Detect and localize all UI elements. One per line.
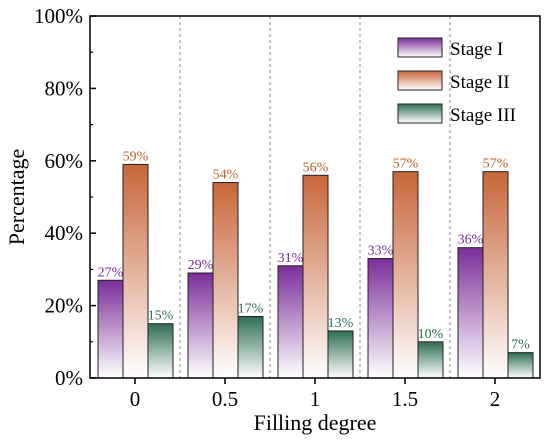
y-tick-label: 100%	[34, 4, 83, 28]
bar-stage-2-0	[122, 163, 149, 379]
data-label-stage-1-1: 29%	[188, 258, 214, 273]
bar-stage-1-4	[457, 247, 484, 379]
x-tick-label: 2	[490, 387, 501, 411]
y-tick-label: 60%	[45, 149, 84, 173]
bar-stage-1-3	[367, 258, 394, 379]
bar-stage-2-1	[212, 182, 239, 379]
y-tick-label: 40%	[45, 221, 84, 245]
data-label-stage-2-1: 54%	[213, 168, 239, 183]
data-label-stage-2-4: 57%	[483, 157, 509, 172]
y-tick-label: 20%	[45, 294, 84, 318]
y-tick-label: 0%	[55, 366, 83, 390]
data-label-stage-2-3: 57%	[393, 157, 419, 172]
bar-stage-2-3	[392, 171, 419, 379]
data-label-stage-3-0: 15%	[148, 309, 174, 324]
legend-swatch-stage-2	[397, 70, 443, 91]
data-label-stage-1-3: 33%	[368, 244, 394, 259]
legend-swatch-stage-1	[397, 37, 443, 58]
bar-stage-3-0	[147, 323, 174, 379]
x-tick-label: 0	[130, 387, 141, 411]
data-label-stage-3-2: 13%	[328, 316, 354, 331]
bar-stage-1-1	[187, 272, 214, 379]
data-label-stage-1-4: 36%	[458, 233, 484, 248]
x-tick-label: 1.5	[392, 387, 418, 411]
x-tick-label: 0.5	[212, 387, 238, 411]
bar-stage-3-3	[417, 341, 444, 379]
bar-stage-3-2	[327, 330, 354, 379]
legend: Stage I Stage II Stage III	[397, 37, 516, 126]
legend-label-stage-3: Stage III	[450, 105, 516, 126]
x-axis-title: Filling degree	[254, 410, 377, 435]
bar-stage-1-2	[277, 265, 304, 379]
data-label-stage-3-1: 17%	[238, 301, 264, 316]
y-tick-label: 80%	[45, 76, 84, 100]
data-label-stage-1-0: 27%	[98, 265, 124, 280]
legend-swatch-stage-3	[397, 103, 443, 124]
legend-label-stage-2: Stage II	[450, 72, 510, 93]
data-label-stage-3-3: 10%	[418, 327, 444, 342]
bar-stage-2-2	[302, 174, 329, 379]
data-label-stage-3-4: 7%	[511, 338, 530, 353]
legend-label-stage-1: Stage I	[450, 39, 503, 60]
bar-stage-1-0	[97, 279, 124, 379]
bar-stage-2-4	[482, 171, 509, 379]
bar-stage-3-1	[237, 315, 264, 379]
bar-stage-3-4	[507, 352, 534, 379]
data-label-stage-2-2: 56%	[303, 160, 329, 175]
data-label-stage-2-0: 59%	[123, 149, 149, 164]
x-tick-label: 1	[310, 387, 321, 411]
y-axis-title: Percentage	[4, 149, 29, 246]
data-label-stage-1-2: 31%	[278, 251, 304, 266]
